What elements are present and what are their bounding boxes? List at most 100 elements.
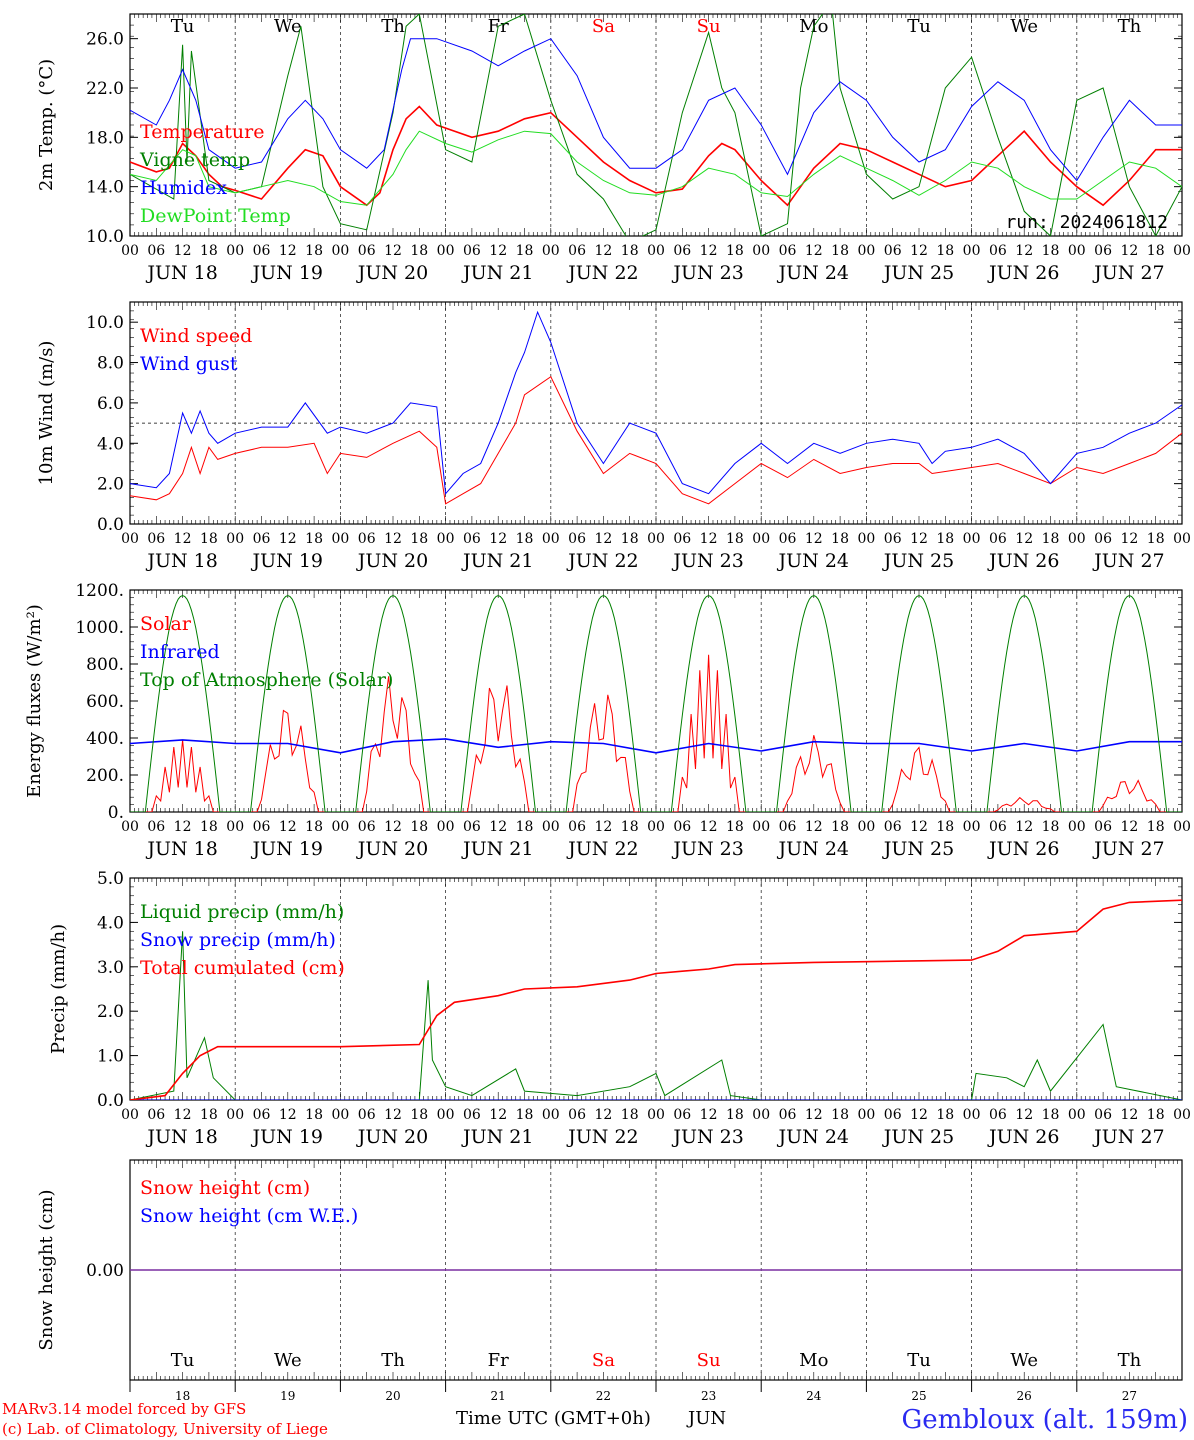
legend-entry: Wind speed	[140, 325, 252, 347]
hour-label: 06	[779, 1107, 797, 1123]
hour-label: 00	[121, 531, 139, 547]
y-tick-label: 8.0	[97, 354, 124, 374]
lab-credit: (c) Lab. of Climatology, University of L…	[2, 1420, 328, 1438]
date-label: JUN 19	[251, 1126, 323, 1148]
hour-label: 06	[358, 531, 376, 547]
hour-label: 00	[963, 243, 981, 259]
hour-label: 12	[489, 1107, 507, 1123]
legend-entry: Solar	[140, 613, 192, 635]
hour-label: 00	[752, 819, 770, 835]
hour-label: 12	[700, 531, 718, 547]
hour-label: 06	[673, 819, 691, 835]
hour-label: 06	[253, 819, 271, 835]
date-label: JUN 23	[671, 1126, 743, 1148]
hour-label: 06	[463, 1107, 481, 1123]
date-label: JUN 27	[1092, 1126, 1164, 1148]
hour-label: 18	[621, 1107, 639, 1123]
hour-label: 00	[121, 243, 139, 259]
day-number: 22	[596, 1389, 611, 1403]
hour-label: 12	[1015, 1107, 1033, 1123]
y-axis-label: Precip (mm/h)	[48, 924, 69, 1054]
hour-label: 06	[568, 1107, 586, 1123]
y-tick-label: 4.0	[97, 913, 124, 933]
hour-label: 00	[226, 1107, 244, 1123]
y-tick-label: 1200.	[75, 581, 124, 601]
date-label: JUN 23	[671, 838, 743, 860]
legend-entry: Temperature	[140, 121, 264, 143]
hour-label: 12	[594, 243, 612, 259]
y-tick-label: 14.0	[86, 178, 124, 198]
hour-label: 00	[331, 819, 349, 835]
hour-label: 12	[279, 531, 297, 547]
hour-label: 00	[121, 819, 139, 835]
date-label: JUN 26	[987, 838, 1059, 860]
y-tick-label: 18.0	[86, 128, 124, 148]
hour-label: 00	[857, 531, 875, 547]
hour-label: 06	[779, 819, 797, 835]
hour-label: 12	[489, 819, 507, 835]
hour-label: 06	[568, 531, 586, 547]
hour-label: 12	[805, 243, 823, 259]
hour-label: 12	[805, 1107, 823, 1123]
day-abbrev: We	[1010, 16, 1038, 37]
hour-label: 00	[647, 531, 665, 547]
hour-label: 00	[226, 243, 244, 259]
series-line-wind-speed	[130, 375, 1182, 505]
hour-label: 18	[516, 531, 534, 547]
hour-label: 18	[305, 819, 323, 835]
hour-label: 00	[647, 243, 665, 259]
hour-label: 06	[1094, 819, 1112, 835]
date-label: JUN 20	[356, 550, 428, 572]
hour-label: 18	[410, 243, 428, 259]
hour-label: 06	[358, 819, 376, 835]
hour-label: 06	[147, 531, 165, 547]
series-line-infrared	[130, 738, 1182, 754]
legend-entry: Snow height (cm)	[140, 1177, 310, 1199]
date-label: JUN 18	[145, 838, 217, 860]
hour-label: 12	[910, 243, 928, 259]
hour-label: 00	[437, 1107, 455, 1123]
day-abbrev: Tu	[907, 1350, 931, 1371]
hour-label: 00	[437, 819, 455, 835]
hour-label: 12	[279, 819, 297, 835]
hour-label: 06	[358, 243, 376, 259]
hour-label: 06	[884, 1107, 902, 1123]
hour-label: 18	[1042, 1107, 1060, 1123]
hour-label: 00	[121, 1107, 139, 1123]
legend-entry: Vigne temp	[139, 149, 250, 171]
hour-label: 12	[594, 819, 612, 835]
hour-label: 00	[542, 1107, 560, 1123]
day-abbrev: Sa	[592, 1350, 615, 1371]
day-abbrev: We	[274, 1350, 302, 1371]
hour-label: 00	[437, 531, 455, 547]
hour-label: 06	[673, 1107, 691, 1123]
day-abbrev: Th	[1118, 16, 1142, 37]
hour-label: 12	[1015, 243, 1033, 259]
date-label: JUN 18	[145, 550, 217, 572]
y-tick-label: 3.0	[97, 958, 124, 978]
panel-5: 0.00 Snow height (cm) Tu We Th Fr Sa Su Mo Tu We Th…	[36, 1159, 1183, 1403]
y-tick-label: 10.0	[86, 313, 124, 333]
hour-label: 18	[936, 531, 954, 547]
series-group	[130, 310, 1182, 505]
date-label: JUN 18	[145, 262, 217, 284]
hour-label: 00	[857, 1107, 875, 1123]
day-number: 23	[701, 1389, 716, 1403]
hour-label: 12	[174, 819, 192, 835]
date-label: JUN 22	[566, 262, 638, 284]
hour-label: 00	[542, 531, 560, 547]
hour-label: 00	[1173, 243, 1191, 259]
hour-label: 00	[331, 243, 349, 259]
hour-label: 18	[305, 531, 323, 547]
legend-entry: Liquid precip (mm/h)	[140, 901, 344, 923]
y-tick-label: 0.00	[86, 1261, 124, 1281]
hour-label: 18	[1042, 531, 1060, 547]
hour-label: 18	[1147, 243, 1165, 259]
date-label: JUN 19	[251, 262, 323, 284]
hour-label: 00	[331, 1107, 349, 1123]
hour-label: 00	[1173, 1107, 1191, 1123]
hour-label: 18	[1147, 819, 1165, 835]
day-number: 19	[280, 1389, 295, 1403]
hour-label: 06	[1094, 1107, 1112, 1123]
hour-label: 18	[831, 531, 849, 547]
